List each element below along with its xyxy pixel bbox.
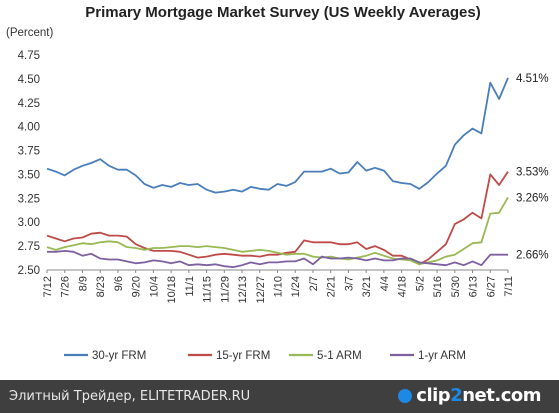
x-tick-label: 9/6 bbox=[113, 276, 125, 291]
chart-title: Primary Mortgage Market Survey (US Weekl… bbox=[85, 4, 480, 21]
series-line-1-yr-arm bbox=[47, 249, 508, 269]
x-tick-label: 10/18 bbox=[166, 276, 178, 304]
logo-part-com: .com bbox=[494, 385, 541, 406]
legend: 30-yr FRM 15-yr FRM 5-1 ARM 1-yr ARM bbox=[64, 350, 466, 362]
x-tick-label: 8/9 bbox=[77, 276, 89, 291]
end-value-label: 2.66% bbox=[516, 250, 549, 262]
x-tick-label: 3/21 bbox=[361, 276, 373, 297]
x-tick-label: 6/13 bbox=[468, 276, 480, 297]
x-tick-label: 11/29 bbox=[219, 276, 231, 303]
y-tick-label: 4.50 bbox=[18, 74, 40, 86]
y-axis-unit-label: (Percent) bbox=[6, 27, 53, 39]
legend-label: 1-yr ARM bbox=[418, 350, 466, 362]
y-tick-label: 3.00 bbox=[18, 217, 40, 229]
legend-label: 5-1 ARM bbox=[317, 350, 362, 362]
legend-label: 30-yr FRM bbox=[92, 350, 146, 362]
x-tick-label: 1/10 bbox=[273, 276, 285, 297]
series-line-15-yr-frm bbox=[46, 171, 509, 266]
x-tick-label: 5/30 bbox=[450, 276, 462, 297]
series-lines bbox=[46, 77, 509, 269]
logo-part-2: 2 bbox=[450, 385, 463, 406]
y-tick-label: 3.25 bbox=[18, 193, 40, 205]
x-tick-label: 1/24 bbox=[290, 276, 302, 297]
x-tick-label: 3/7 bbox=[343, 276, 355, 291]
footer-bar: Элитный Трейдер, ELITETRADER.RU clip2net… bbox=[0, 380, 559, 413]
x-tick-label: 2/21 bbox=[326, 276, 338, 297]
x-tick-label: 7/11 bbox=[503, 276, 515, 297]
logo-part-clip: clip bbox=[416, 385, 451, 406]
x-tick-label: 5/2 bbox=[414, 276, 426, 291]
footer-source-text: Элитный Трейдер, ELITETRADER.RU bbox=[9, 389, 251, 404]
x-tick-label: 6/27 bbox=[485, 276, 497, 297]
end-value-labels: 4.51% 3.53% 3.26% 2.66% bbox=[516, 73, 549, 262]
y-axis-ticks: 4.75 4.50 4.25 4.00 3.75 3.50 3.25 3.00 2.75 2.50 bbox=[18, 50, 40, 277]
x-tick-label: 4/4 bbox=[379, 276, 391, 291]
x-tick-label: 4/18 bbox=[397, 276, 409, 297]
logo-part-net: net bbox=[462, 385, 495, 406]
legend-label: 15-yr FRM bbox=[216, 350, 270, 362]
logo-circle-icon bbox=[398, 389, 413, 403]
end-value-label: 4.51% bbox=[516, 73, 549, 85]
y-tick-label: 4.25 bbox=[18, 98, 40, 110]
x-tick-label: 10/4 bbox=[148, 276, 160, 297]
y-tick-label: 3.75 bbox=[18, 146, 40, 158]
end-value-label: 3.53% bbox=[516, 167, 549, 179]
clip2net-logo: clip2net.com bbox=[398, 385, 541, 406]
x-tick-label: 7/26 bbox=[60, 276, 72, 297]
series-line-30-yr-frm bbox=[46, 77, 509, 194]
y-tick-label: 4.00 bbox=[18, 122, 40, 134]
x-tick-label: 7/12 bbox=[42, 276, 54, 297]
x-tick-label: 8/23 bbox=[95, 276, 107, 297]
x-tick-label: 12/27 bbox=[255, 276, 267, 304]
x-tick-label: 9/20 bbox=[131, 276, 143, 297]
end-value-label: 3.26% bbox=[516, 192, 549, 204]
series-line-5-1-arm bbox=[46, 196, 509, 266]
x-tick-label: 5/16 bbox=[432, 276, 444, 297]
x-tick-label: 2/7 bbox=[308, 276, 320, 291]
mortgage-rate-chart: Primary Mortgage Market Survey (US Weekl… bbox=[6, 4, 549, 362]
x-tick-label: 11/1 bbox=[184, 276, 196, 297]
x-axis-ticks: 7/12 7/26 8/9 8/23 9/6 9/20 10/4 10/18 11/1 11/15… bbox=[42, 270, 515, 304]
y-tick-label: 3.50 bbox=[18, 169, 40, 181]
x-tick-label: 11/15 bbox=[202, 276, 214, 303]
y-tick-label: 2.75 bbox=[18, 241, 40, 253]
x-tick-label: 12/13 bbox=[237, 276, 249, 304]
y-tick-label: 4.75 bbox=[18, 50, 40, 62]
y-tick-label: 2.50 bbox=[18, 265, 40, 277]
